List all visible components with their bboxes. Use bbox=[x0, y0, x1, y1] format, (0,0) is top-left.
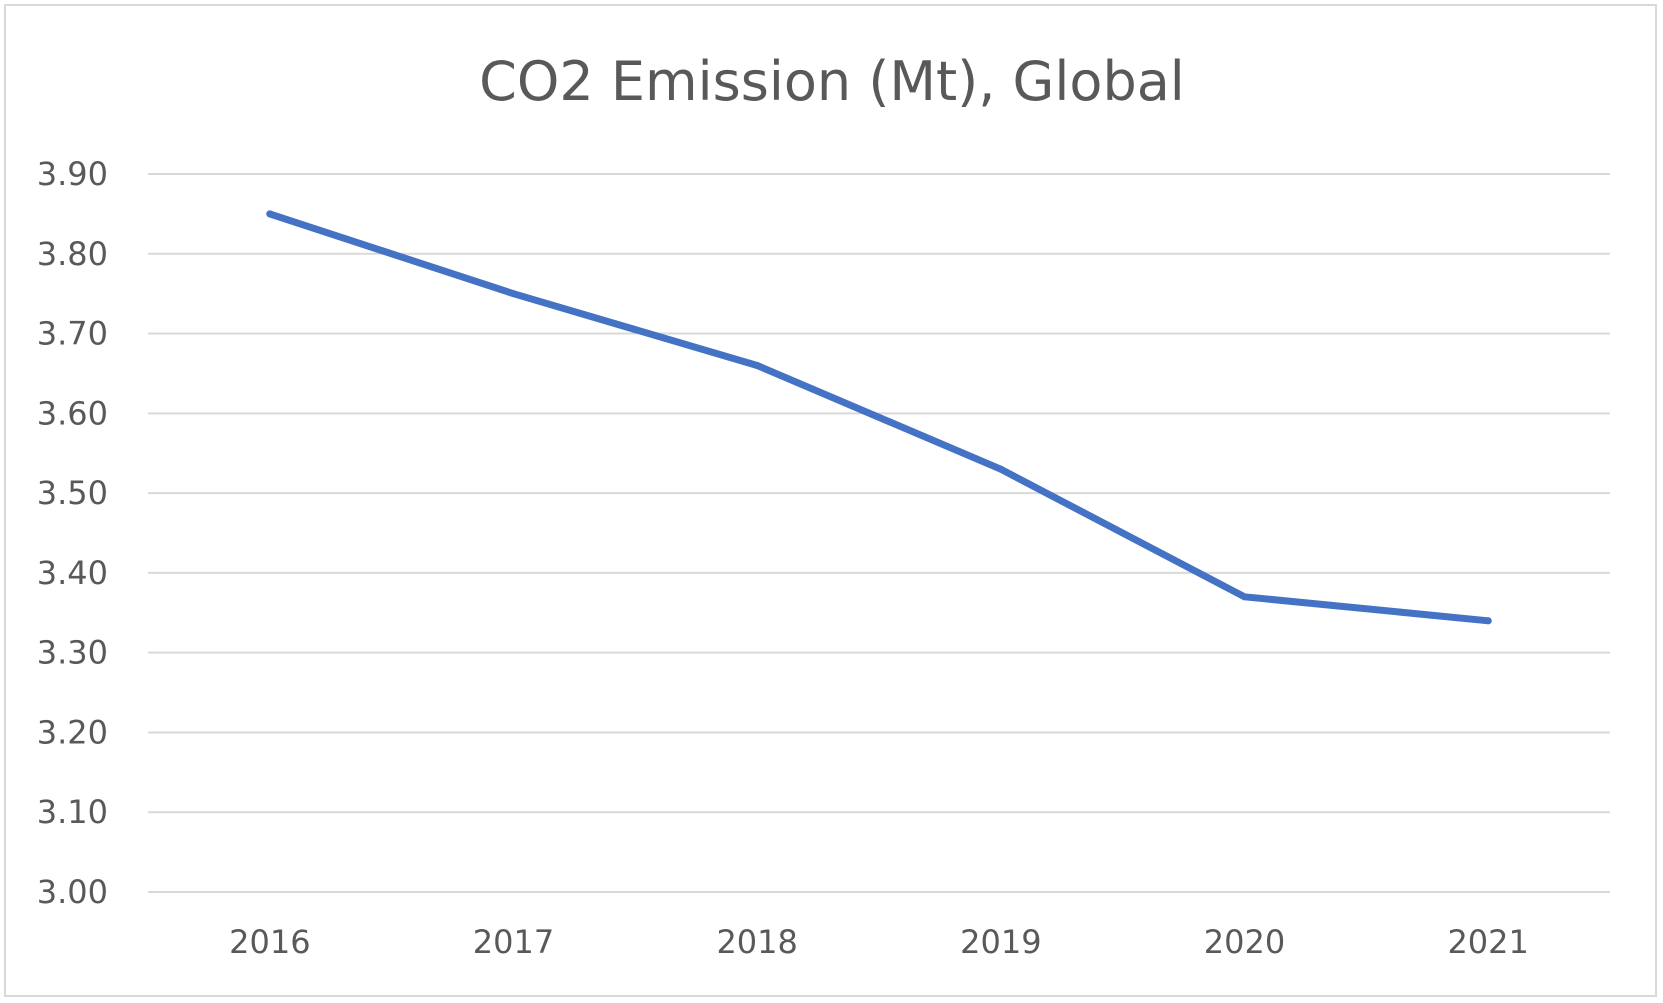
y-tick-label: 3.50 bbox=[37, 474, 108, 512]
x-tick-label: 2017 bbox=[473, 923, 554, 961]
x-tick-label: 2019 bbox=[960, 923, 1041, 961]
y-tick-label: 3.20 bbox=[37, 713, 108, 751]
data-point-2021 bbox=[1484, 617, 1492, 625]
x-axis-tick-labels: 2016 2017 2018 2019 2020 2021 bbox=[229, 923, 1529, 961]
x-tick-label: 2021 bbox=[1447, 923, 1528, 961]
x-tick-label: 2018 bbox=[716, 923, 797, 961]
y-axis-tick-labels: 3.00 3.10 3.20 3.30 3.40 3.50 3.60 3.70 3.80 3.90 bbox=[37, 155, 108, 911]
y-tick-label: 3.90 bbox=[37, 155, 108, 193]
y-tick-label: 3.10 bbox=[37, 793, 108, 831]
chart-frame bbox=[4, 4, 1657, 997]
x-tick-label: 2020 bbox=[1204, 923, 1285, 961]
data-point-2018 bbox=[753, 361, 761, 369]
gridlines bbox=[148, 173, 1610, 893]
series-layer bbox=[266, 210, 1492, 625]
series-line-0 bbox=[266, 210, 1492, 625]
data-point-2020 bbox=[1241, 593, 1248, 601]
y-tick-label: 3.00 bbox=[37, 873, 108, 911]
chart-title: CO2 Emission (Mt), Global bbox=[479, 50, 1185, 113]
x-tick-label: 2016 bbox=[229, 923, 310, 961]
y-tick-label: 3.30 bbox=[37, 634, 108, 672]
y-tick-label: 3.40 bbox=[37, 554, 108, 592]
y-tick-label: 3.80 bbox=[37, 235, 108, 273]
data-point-2017 bbox=[510, 290, 517, 298]
y-tick-label: 3.60 bbox=[37, 394, 108, 432]
y-tick-label: 3.70 bbox=[37, 315, 108, 353]
data-point-2019 bbox=[997, 465, 1005, 473]
data-point-2016 bbox=[266, 210, 274, 218]
